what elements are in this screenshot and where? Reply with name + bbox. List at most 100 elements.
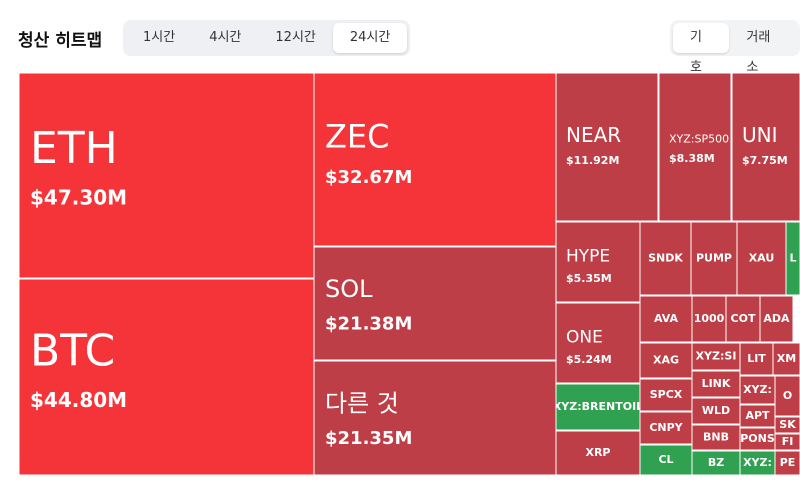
- cell-bg: [556, 73, 658, 221]
- treemap-cell[interactable]: UNI $7.75M: [732, 73, 800, 221]
- treemap-cell[interactable]: XYZ:SP500 $8.38M: [659, 73, 731, 221]
- treemap-cell[interactable]: HYPE $5.35M: [556, 222, 640, 302]
- cell-bg: [773, 343, 800, 375]
- treemap-cell[interactable]: XAG: [640, 343, 692, 378]
- treemap-cell[interactable]: AVA: [640, 296, 692, 342]
- cell-value: $7.75M: [742, 154, 788, 167]
- treemap-cell[interactable]: O: [775, 376, 800, 416]
- treemap-cell[interactable]: CL: [640, 445, 692, 475]
- treemap-cell[interactable]: XYZ:SI: [692, 343, 740, 370]
- treemap-cell[interactable]: FI: [775, 434, 800, 450]
- cell-bg: [737, 222, 786, 295]
- cell-value: $5.24M: [566, 353, 612, 366]
- cell-bg: [775, 434, 800, 450]
- cell-bg: [19, 73, 314, 278]
- cell-bg: [692, 425, 740, 450]
- cell-bg: [740, 376, 775, 404]
- cell-bg: [556, 222, 640, 302]
- treemap-cell[interactable]: SOL $21.38M: [314, 247, 556, 360]
- cell-bg: [760, 296, 793, 342]
- cell-value: $5.35M: [566, 272, 612, 285]
- cell-bg: [556, 303, 640, 383]
- treemap-cell[interactable]: L: [786, 222, 800, 295]
- treemap-cell[interactable]: ONE $5.24M: [556, 303, 640, 383]
- treemap-cell[interactable]: 다른 것 $21.35M: [314, 361, 556, 475]
- cell-label: SK: [779, 418, 796, 431]
- cell-label: XYZ:: [743, 383, 772, 396]
- cell-bg: [692, 343, 740, 370]
- treemap-cell[interactable]: XYZ:BRENTOIL: [553, 384, 643, 430]
- treemap-cell[interactable]: WLD: [692, 398, 740, 424]
- treemap-cell[interactable]: XRP: [556, 431, 640, 475]
- treemap-cell[interactable]: COT: [726, 296, 760, 342]
- cell-label: SOL: [325, 275, 373, 303]
- cell-bg: [691, 222, 737, 295]
- treemap-cell[interactable]: CNPY: [640, 412, 692, 444]
- cell-bg: [556, 431, 640, 475]
- cell-label: BZ: [708, 456, 724, 469]
- cell-bg: [314, 73, 556, 246]
- treemap-cell[interactable]: SNDK: [640, 222, 691, 295]
- cell-label: ZEC: [325, 118, 389, 156]
- treemap-cell[interactable]: BTC $44.80M: [19, 279, 314, 475]
- page-title: 청산 히트맵: [18, 31, 103, 51]
- treemap-cell[interactable]: 1000: [692, 296, 726, 342]
- treemap-cell[interactable]: ADA: [760, 296, 793, 342]
- cell-label: PUMP: [696, 252, 732, 265]
- cell-label: COT: [731, 312, 756, 325]
- cell-label: SNDK: [648, 252, 683, 265]
- cell-value: $44.80M: [30, 388, 127, 412]
- treemap-cell[interactable]: LINK: [692, 371, 740, 397]
- cell-value: $8.38M: [669, 152, 715, 165]
- cell-label: BNB: [703, 431, 729, 444]
- treemap-cell[interactable]: XM: [773, 343, 800, 375]
- treemap-cell[interactable]: XAU: [737, 222, 786, 295]
- cell-value: $21.38M: [325, 314, 412, 335]
- cell-bg: [692, 451, 740, 475]
- treemap-cell[interactable]: ETH $47.30M: [19, 73, 314, 278]
- treemap-cell[interactable]: PUMP: [691, 222, 737, 295]
- cell-bg: [659, 73, 731, 221]
- cell-bg: [740, 428, 775, 450]
- cell-value: $47.30M: [30, 186, 127, 210]
- tab[interactable]: 기호: [673, 23, 730, 75]
- cell-bg: [692, 371, 740, 397]
- cell-bg: [775, 417, 800, 433]
- cell-label: XYZ:: [743, 456, 772, 469]
- cell-label: WLD: [702, 404, 730, 417]
- tab[interactable]: 거래소: [746, 30, 771, 75]
- cell-label: XRP: [585, 446, 610, 459]
- tab[interactable]: 4시간: [209, 30, 242, 45]
- treemap-cell[interactable]: SPCX: [640, 379, 692, 411]
- treemap-cell[interactable]: XYZ:: [740, 376, 775, 404]
- cell-label: AVA: [654, 312, 679, 325]
- cell-label: CNPY: [649, 421, 683, 434]
- cell-label: PE: [780, 456, 796, 469]
- treemap-cell[interactable]: NEAR $11.92M: [556, 73, 658, 221]
- cell-label: FI: [782, 435, 794, 448]
- treemap-cell[interactable]: XYZ:: [740, 451, 775, 475]
- treemap-cell[interactable]: APT: [740, 405, 775, 427]
- cell-label: O: [783, 389, 792, 402]
- cell-value: $32.67M: [325, 167, 412, 188]
- cell-label: XYZ:SP500: [669, 133, 729, 146]
- treemap-cell[interactable]: PE: [775, 451, 800, 475]
- cell-bg: [740, 405, 775, 427]
- treemap-cell[interactable]: LIT: [740, 343, 773, 375]
- tab[interactable]: 12시간: [275, 30, 316, 45]
- treemap-cell[interactable]: BZ: [692, 451, 740, 475]
- treemap-cell[interactable]: PONS: [740, 428, 775, 450]
- cell-label: LIT: [747, 352, 766, 365]
- cell-bg: [740, 343, 773, 375]
- cell-label: UNI: [742, 123, 778, 147]
- cell-bg: [640, 412, 692, 444]
- tab[interactable]: 24시간: [332, 23, 408, 53]
- cell-label: XYZ:SI: [696, 350, 737, 363]
- tab[interactable]: 1시간: [143, 30, 176, 45]
- cell-label: XAU: [749, 252, 775, 265]
- treemap-cell[interactable]: BNB: [692, 425, 740, 450]
- treemap-cell[interactable]: ZEC $32.67M: [314, 73, 556, 246]
- cell-label: APT: [745, 409, 770, 422]
- treemap-cell[interactable]: SK: [775, 417, 800, 433]
